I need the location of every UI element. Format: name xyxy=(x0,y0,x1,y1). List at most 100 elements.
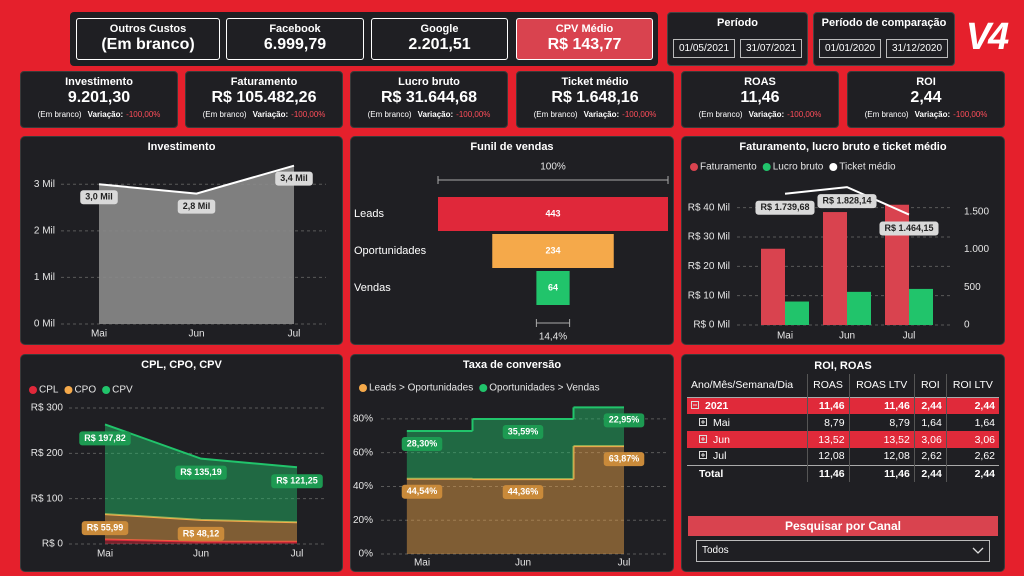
cell-text: 2021 xyxy=(705,399,729,412)
logo-text: V4 xyxy=(966,16,1009,58)
y-tick-label: 60% xyxy=(353,447,373,458)
card-title: CPV Médio xyxy=(555,23,614,35)
cell-text: Mai xyxy=(713,416,730,429)
logo: V4 xyxy=(966,16,1012,58)
kpi-note: (Em branco) xyxy=(698,110,743,119)
value-label: R$ 121,25 xyxy=(276,476,318,486)
funnel-bar xyxy=(438,197,668,231)
column-header: ROAS xyxy=(806,374,850,397)
funnel-bracket xyxy=(535,319,571,327)
x-tick-label: Mai xyxy=(777,331,793,342)
funnel-bar xyxy=(492,234,614,268)
header-card: CPV Médio R$ 143,77 xyxy=(516,18,653,60)
search-button[interactable]: Pesquisar por Canal xyxy=(688,516,998,536)
legend-marker xyxy=(690,163,698,171)
kpi-card: Investimento 9.201,30 (Em branco) Variação:… xyxy=(20,71,178,128)
chart-panel: Faturamento, lucro bruto e ticket médio F… xyxy=(681,136,1005,345)
kpi-change: -100,00% xyxy=(456,110,491,119)
y-tick-label: R$ 100 xyxy=(31,493,64,504)
kpi-note: (Em branco) xyxy=(202,110,247,119)
line xyxy=(784,186,910,216)
date-input[interactable]: 01/05/2021 xyxy=(673,39,735,58)
kpi-footer: (Em branco) Variação: -100,00% xyxy=(351,110,507,119)
x-tick-label: Jul xyxy=(903,331,916,342)
table-cell: 2021 xyxy=(687,397,807,414)
period-title: Período xyxy=(717,17,758,29)
legend-marker xyxy=(102,386,111,394)
chart-panel: Investimento 0 Mil 1 Mil 2 Mil 3 Mil Mai Jun Ju… xyxy=(20,136,343,345)
chevron-path xyxy=(972,547,984,554)
table-header: Ano/Mês/Semana/Dia ROAS ROAS LTV ROI ROI LTV xyxy=(687,374,999,397)
kpi-footer: (Em branco) Variação: -100,00% xyxy=(682,110,838,119)
area-line xyxy=(104,538,297,543)
cell-text: 2,44 xyxy=(921,467,942,480)
y-tick-label: 1.000 xyxy=(964,244,989,255)
expand-icon[interactable] xyxy=(699,451,708,460)
cell-text: 11,46 xyxy=(884,467,910,480)
y-tick-label: R$ 0 Mil xyxy=(693,320,730,331)
icon-sign xyxy=(701,453,705,458)
expand-icon[interactable] xyxy=(699,417,708,427)
cell-text: 2,44 xyxy=(974,399,995,412)
legend-label: Ticket médio xyxy=(839,162,896,173)
kpi-value: R$ 105.482,26 xyxy=(211,89,317,106)
dropdown[interactable]: Todos xyxy=(696,540,990,562)
legend-marker xyxy=(29,386,37,394)
value-label: 3,4 Mil xyxy=(280,173,308,183)
icon-box xyxy=(691,400,699,409)
cell-text: 2,44 xyxy=(921,399,942,412)
y-tick-label: 0% xyxy=(359,549,374,560)
funnel-category: Vendas xyxy=(354,282,391,294)
value-label: 35,59% xyxy=(508,426,539,436)
kpi-card: Ticket médio R$ 1.648,16 (Em branco) Variaç… xyxy=(516,71,674,128)
date-input[interactable]: 01/01/2020 xyxy=(819,39,881,58)
data-table: Ano/Mês/Semana/Dia ROAS ROAS LTV ROI ROI LTV… xyxy=(687,374,999,482)
legend-marker xyxy=(64,386,73,394)
cell-text: 2,44 xyxy=(974,467,995,480)
date-input[interactable]: 31/12/2020 xyxy=(886,39,948,58)
date-input[interactable]: 31/07/2021 xyxy=(740,39,802,58)
table-cell: Total xyxy=(687,465,807,482)
cell-text: 1,64 xyxy=(974,416,995,429)
icon-sign xyxy=(701,419,705,424)
icon-box xyxy=(699,417,707,426)
chart-title: Funil de vendas xyxy=(470,141,553,153)
period-title: Período de comparação xyxy=(821,17,947,29)
value-label: R$ 197,82 xyxy=(84,433,126,443)
y-tick-label: R$ 20 Mil xyxy=(688,261,730,272)
legend-label: CPV xyxy=(112,385,133,396)
funnel-value: 443 xyxy=(545,208,560,218)
x-tick-label: Jun xyxy=(188,329,204,340)
value-label: 63,87% xyxy=(609,454,640,464)
table-cell: 11,46 xyxy=(848,397,915,414)
table-cell: 3,06 xyxy=(945,431,999,448)
value-label-box xyxy=(175,465,227,480)
kpi-footer: (Em branco) Variação: -100,00% xyxy=(517,110,673,119)
expand-icon[interactable] xyxy=(691,400,700,410)
value-label: R$ 55,99 xyxy=(87,522,124,532)
funnel-category: Leads xyxy=(354,208,384,220)
kpi-change: -100,00% xyxy=(126,110,161,119)
table-row: Total 11,46 11,46 2,44 2,44 xyxy=(687,465,999,482)
table-cell: 12,08 xyxy=(848,448,915,465)
table-cell: 2,62 xyxy=(945,448,999,465)
kpi-title: ROI xyxy=(916,76,936,88)
value-label: 3,0 Mil xyxy=(85,192,113,202)
table-row: 2021 11,46 11,46 2,44 2,44 xyxy=(687,397,999,414)
funnel-value: 64 xyxy=(548,282,558,292)
table-cell: 2,62 xyxy=(913,448,947,465)
table-cell: 2,44 xyxy=(913,465,947,482)
table-cell: 1,64 xyxy=(945,414,999,431)
kpi-change: -100,00% xyxy=(622,110,657,119)
kpi-title: ROAS xyxy=(744,76,776,88)
legend-label: CPO xyxy=(74,385,96,396)
chart-panel: Taxa de conversão Leads > Oportunidades Op… xyxy=(350,354,674,572)
expand-icon[interactable] xyxy=(699,434,708,444)
table-cell: 2,44 xyxy=(913,397,947,414)
chart-panel: CPL, CPO, CPV CPL CPO CPV R$ 0 R$ 100 R$ 200 R$… xyxy=(20,354,343,572)
value-label: 44,54% xyxy=(407,486,438,496)
value-label-box xyxy=(81,521,129,536)
area-fill xyxy=(99,165,294,324)
cell-text: 3,06 xyxy=(974,433,995,446)
